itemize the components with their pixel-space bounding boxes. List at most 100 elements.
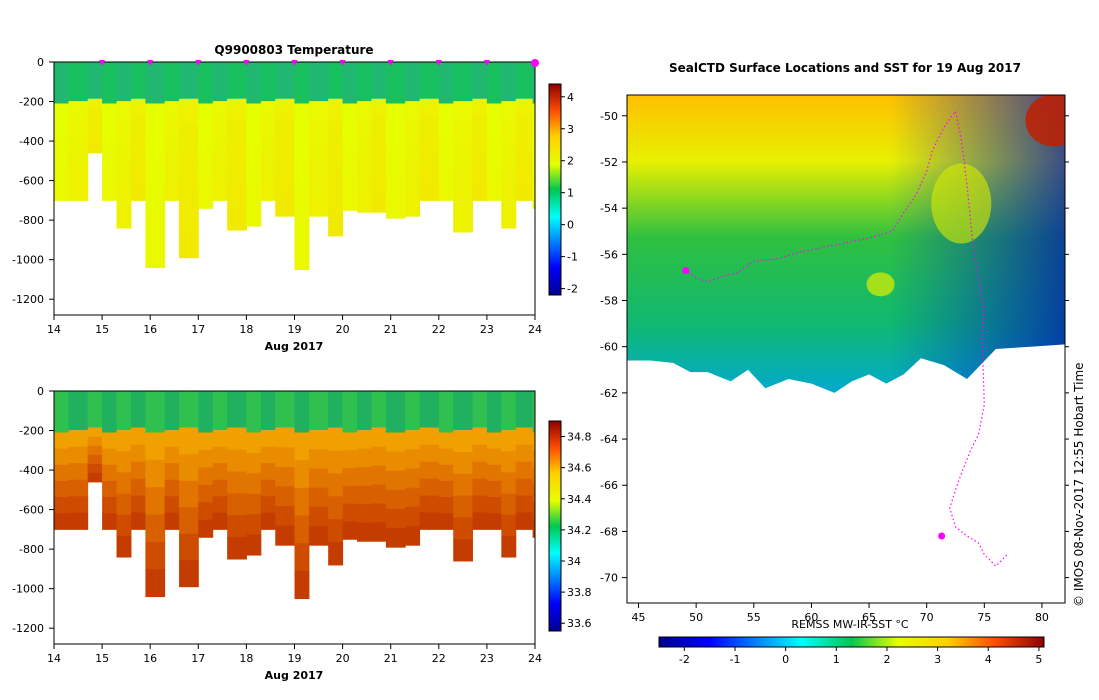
lon-tick-label: 70 (920, 611, 934, 624)
seal-location-marker (682, 266, 690, 274)
surface-cell (371, 62, 387, 99)
colorbar-tick-label: -2 (567, 283, 578, 296)
profile-cell (198, 190, 214, 209)
profile-cell (405, 468, 421, 489)
profile-cell (385, 432, 406, 453)
surface-cell (308, 391, 329, 431)
surface-cell (453, 391, 473, 431)
profile-cell (532, 449, 535, 468)
profile-cell (385, 141, 406, 162)
profile-cell (68, 101, 89, 119)
profile-cell (486, 184, 502, 201)
profile-markers (99, 59, 539, 67)
profile-cell (275, 447, 295, 468)
y-tick-label: -1000 (12, 583, 44, 596)
profile-cell (405, 525, 421, 546)
colorbar-tick-label: 34.6 (567, 462, 592, 475)
profile-cell (371, 522, 387, 542)
sst-field (627, 95, 1065, 603)
profile-cell (515, 427, 534, 446)
profile-cell (385, 160, 406, 181)
surface-cell (260, 391, 276, 431)
profile-cell (371, 427, 387, 448)
surface-cell (371, 391, 387, 428)
surface-cell (227, 391, 247, 428)
profile-cell (501, 101, 517, 123)
profile-cell (472, 478, 488, 496)
x-tick-label: 22 (432, 652, 446, 665)
lat-tick-label: -50 (600, 110, 618, 123)
profile-cell (371, 193, 387, 213)
profile-cell (54, 497, 69, 514)
profile-cell (87, 472, 103, 483)
profile-cell (486, 513, 502, 530)
profile-cell (260, 117, 276, 135)
profile-cell (453, 210, 473, 233)
profile-cell (130, 495, 146, 513)
surface-cell (515, 62, 534, 99)
profile-cell (116, 101, 132, 123)
surface-cell (472, 62, 488, 99)
y-tick-label: -600 (19, 175, 44, 188)
profile-cell (438, 119, 454, 137)
surface-cell (472, 391, 488, 428)
profile-cell (342, 103, 358, 122)
profile-cell (212, 479, 228, 497)
profile-cell (328, 167, 344, 191)
profile-cell (328, 427, 344, 452)
profile-cell (342, 139, 358, 158)
profile-cell (385, 103, 406, 124)
profile-cell (198, 138, 214, 157)
profile-cell (453, 517, 473, 540)
profile-cell (246, 185, 262, 207)
lon-tick-label: 50 (689, 611, 703, 624)
warm-tongue (931, 163, 992, 244)
lat-tick-label: -52 (600, 156, 618, 169)
profile-cell (294, 241, 310, 271)
profile-cell (385, 528, 406, 548)
profile-cell (486, 119, 502, 137)
profile-cell (385, 179, 406, 200)
sst-map-panel: SealCTD Surface Locations and SST for 19… (600, 61, 1069, 666)
profile-cell (116, 143, 132, 166)
salinity-axes: 14 15 16 17 18 19 20 21 22 23 24 0 -200 -400 -600 -800 -… (12, 385, 542, 665)
surface-cell (68, 391, 89, 431)
profile-cell (164, 446, 180, 464)
profile-cell (486, 168, 502, 185)
seal-location-marker (938, 532, 946, 540)
profile-cell (294, 570, 310, 600)
colorbar-tick-label: 33.8 (567, 586, 592, 599)
profile-cell (164, 101, 180, 119)
colorbar-tick-label: 34.4 (567, 493, 592, 506)
lat-tick-label: -54 (600, 202, 618, 215)
profile-cell (102, 119, 118, 137)
profile-cell (532, 190, 535, 209)
profile-cell (453, 144, 473, 168)
profile-cell (260, 479, 276, 497)
profile-cell (357, 467, 372, 487)
profile-cell (532, 484, 535, 503)
surface-cell (212, 391, 228, 431)
profile-cell (87, 463, 103, 474)
profile-cell (198, 484, 214, 503)
x-tick-label: 23 (480, 323, 494, 336)
lat-tick-label: -66 (600, 479, 618, 492)
y-tick-label: -1200 (12, 622, 44, 635)
profile-cell (227, 164, 247, 187)
profile-cell (68, 183, 89, 201)
y-tick-label: -1000 (12, 254, 44, 267)
profile-cell (385, 451, 406, 472)
x-tick-label: 20 (336, 652, 350, 665)
profile-cell (116, 493, 132, 516)
profile-cell (260, 446, 276, 464)
profile-cell (357, 175, 372, 195)
profile-cell (328, 213, 344, 237)
profile-cell (294, 131, 310, 160)
profile-cell (54, 168, 69, 185)
profile-cell (87, 143, 103, 154)
profile-cell (328, 121, 344, 145)
profile-cell (102, 103, 118, 121)
profile-cell (532, 467, 535, 486)
profile-cell (328, 473, 344, 497)
x-tick-label: 17 (191, 323, 205, 336)
